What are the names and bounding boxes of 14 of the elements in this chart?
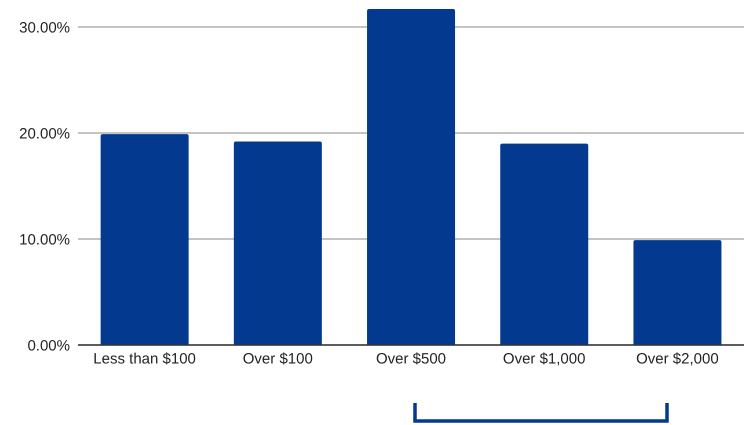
- x-tick-label: Less than $100: [93, 350, 196, 368]
- bar: [234, 141, 322, 345]
- y-tick-label: 0.00%: [27, 337, 70, 354]
- x-tick-label: Over $500: [376, 350, 446, 368]
- bar: [633, 240, 722, 345]
- x-tick-label: Over $100: [242, 350, 313, 368]
- y-tick-label: 10.00%: [19, 231, 70, 248]
- bar: [367, 9, 456, 345]
- bar: [500, 144, 588, 345]
- x-tick-label: Over $1,000: [502, 350, 586, 368]
- y-tick-label: 20.00%: [19, 125, 70, 142]
- y-tick-label: 30.00%: [19, 19, 70, 36]
- bar: [100, 134, 189, 345]
- x-tick-label: Over $2,000: [636, 350, 719, 368]
